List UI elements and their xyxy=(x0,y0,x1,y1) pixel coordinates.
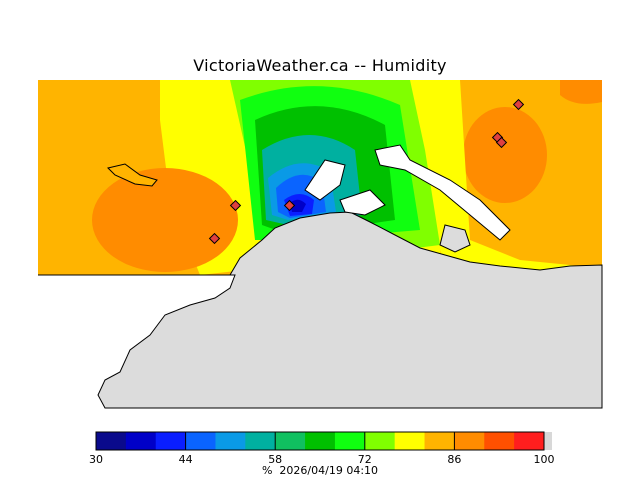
legend-swatch xyxy=(484,432,515,450)
legend-tick-label: 58 xyxy=(268,453,282,466)
island xyxy=(439,224,471,253)
legend-swatch xyxy=(334,432,366,450)
legend-swatch xyxy=(155,432,187,450)
peninsula-water xyxy=(304,159,346,201)
map-title: VictoriaWeather.ca -- Humidity xyxy=(193,56,447,75)
legend-swatch xyxy=(125,432,157,450)
timestamp: 2026/04/19 04:10 xyxy=(279,464,379,477)
station-marker[interactable] xyxy=(495,136,508,149)
legend-swatch xyxy=(454,432,485,450)
legend-swatch xyxy=(394,432,426,450)
legend-tick-label: 30 xyxy=(89,453,103,466)
channel-water xyxy=(374,144,511,241)
weather-stations xyxy=(208,98,525,245)
legend-swatches xyxy=(96,432,552,450)
land-polygon xyxy=(38,211,603,409)
legend-swatch xyxy=(275,432,306,450)
legend-swatch xyxy=(185,432,216,450)
legend-tick-label: 86 xyxy=(447,453,461,466)
unit-label: % xyxy=(261,464,273,477)
legend-tick-label: 72 xyxy=(358,453,372,466)
legend-footer: % 2026/04/19 04:10 xyxy=(0,464,640,477)
station-marker[interactable] xyxy=(229,199,242,212)
legend-swatch xyxy=(305,432,336,450)
station-marker[interactable] xyxy=(283,199,296,212)
legend-swatch xyxy=(544,432,552,450)
station-marker[interactable] xyxy=(512,98,525,111)
legend-swatch xyxy=(514,432,545,450)
legend-swatch xyxy=(96,432,127,450)
lake xyxy=(107,163,158,187)
legend-swatch xyxy=(364,432,396,450)
legend-swatch xyxy=(245,432,276,450)
legend-tick-label: 100 xyxy=(534,453,555,466)
legend-ticks: 30 44 58 72 86 100 xyxy=(89,432,555,466)
station-marker[interactable] xyxy=(208,232,221,245)
legend-swatch xyxy=(215,432,246,450)
land-mass xyxy=(38,144,603,409)
inlet-water xyxy=(339,189,386,216)
legend-swatch xyxy=(424,432,455,450)
legend-tick-label: 44 xyxy=(179,453,193,466)
